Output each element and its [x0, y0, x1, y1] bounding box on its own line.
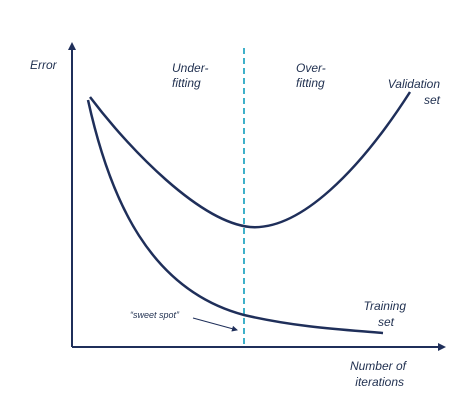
region-label: fitting	[296, 76, 325, 90]
curve-label: Validation	[388, 77, 441, 91]
region-label: fitting	[172, 76, 201, 90]
x-label: iterations	[355, 375, 404, 389]
y-label: Error	[30, 58, 58, 72]
curve-label: set	[378, 315, 395, 329]
annotation-arrow	[192, 317, 238, 332]
training-curve	[86, 99, 384, 335]
x-label: Number of	[350, 359, 408, 373]
region-label: Under-	[172, 61, 208, 75]
validation-curve	[89, 91, 412, 229]
annotation: “sweet spot”	[130, 310, 180, 320]
region-label: Over-	[296, 61, 326, 75]
curve-label: set	[424, 93, 441, 107]
curve-label: Training	[364, 299, 407, 313]
